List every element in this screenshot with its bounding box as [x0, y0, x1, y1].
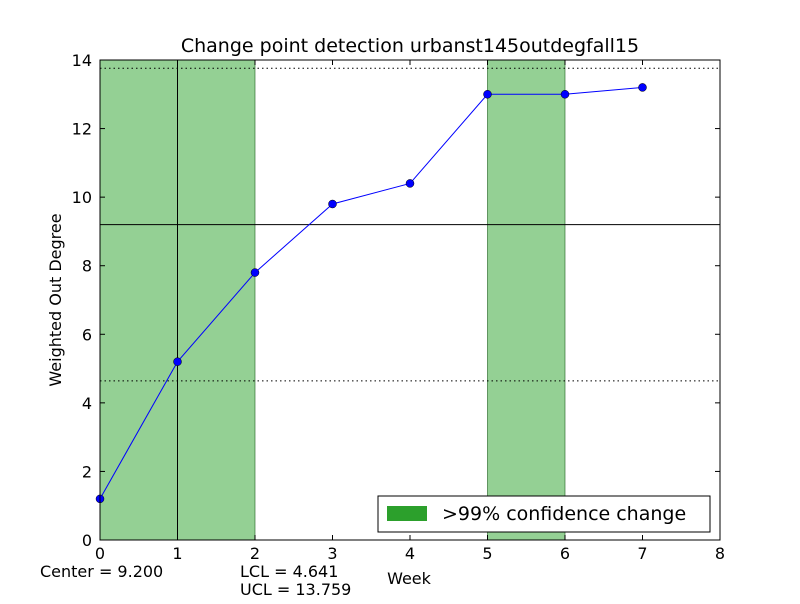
data-series [95, 83, 647, 504]
ucl-value-text: UCL = 13.759 [240, 580, 352, 599]
y-tick-label: 10 [72, 188, 92, 207]
data-point [638, 83, 647, 92]
y-tick-label: 12 [72, 120, 92, 139]
axis-ticks [99, 59, 721, 541]
legend-label: >99% confidence change [442, 503, 686, 525]
x-axis-label: Week [387, 569, 432, 588]
x-tick-label: 5 [482, 544, 492, 563]
data-point [483, 90, 492, 99]
x-tick-label: 4 [405, 544, 415, 563]
y-tick-label: 6 [82, 325, 92, 344]
data-point [405, 179, 415, 188]
data-point [560, 90, 570, 99]
x-tick-label: 2 [250, 544, 260, 563]
y-tick-label: 4 [82, 394, 92, 413]
y-tick-label: 2 [82, 462, 92, 481]
reference-lines [100, 60, 720, 540]
legend-swatch [387, 506, 427, 521]
legend-box [377, 495, 711, 533]
x-tick-label: 7 [637, 544, 647, 563]
x-tick-label: 1 [172, 544, 182, 563]
y-axis-label: Weighted Out Degree [46, 213, 65, 386]
data-point [173, 357, 182, 366]
y-tick-label: 0 [82, 531, 92, 550]
x-tick-label: 3 [327, 544, 337, 563]
lcl-value-text: LCL = 4.641 [240, 562, 339, 581]
y-tick-label: 8 [82, 257, 92, 276]
chart-title: Change point detection urbanst145outdegf… [181, 35, 639, 57]
legend[interactable]: >99% confidence change [377, 495, 711, 533]
data-point [328, 199, 337, 209]
shaded-region-1 [487, 59, 566, 541]
center-value-text: Center = 9.200 [40, 562, 164, 581]
x-tick-label: 8 [715, 544, 725, 563]
data-point [250, 268, 260, 277]
series-line [99, 86, 643, 500]
shaded-regions [99, 59, 566, 541]
x-tick-label: 6 [560, 544, 570, 563]
x-tick-label: 0 [95, 544, 105, 563]
y-tick-label: 14 [72, 51, 92, 70]
